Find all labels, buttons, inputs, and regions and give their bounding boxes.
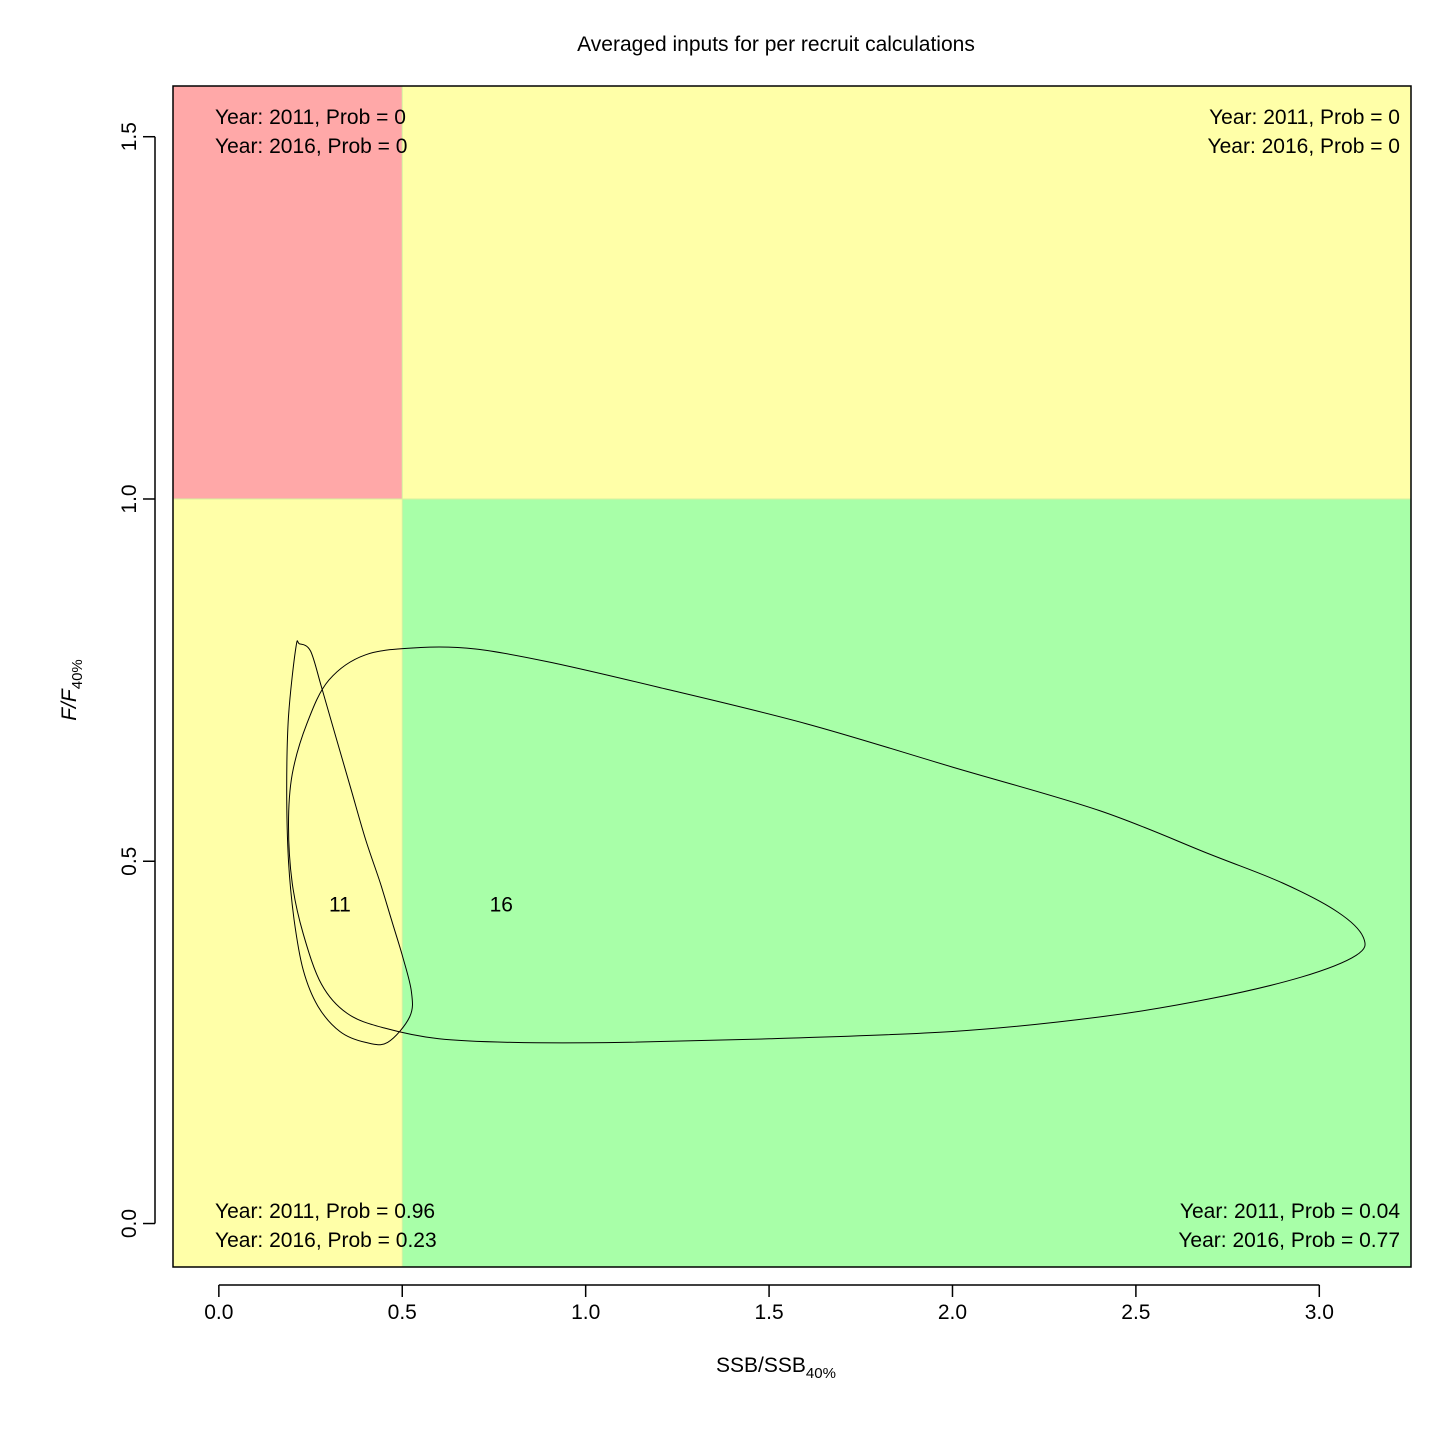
- quadrant-bottom-left-line-2: Year: 2016, Prob = 0.23: [215, 1229, 437, 1252]
- y-axis-label-main: F/F: [58, 688, 81, 721]
- quadrant-top-right: [402, 86, 1411, 499]
- contour-label-11: 11: [329, 894, 351, 917]
- x-tick-label-2.5: 2.5: [1121, 1301, 1150, 1324]
- y-tick-label-0.0: 0.0: [118, 1209, 141, 1238]
- quadrant-top-right-line-1: Year: 2011, Prob = 0: [1209, 106, 1400, 129]
- contour-16: [287, 646, 1366, 1044]
- y-tick-label-1.0: 1.0: [118, 484, 141, 513]
- quadrant-bottom-right: [402, 498, 1411, 1267]
- x-tick-label-2.0: 2.0: [938, 1301, 967, 1324]
- x-tick-label-1.0: 1.0: [571, 1301, 600, 1324]
- y-axis: 0.0 0.5 1.0 1.5: [118, 122, 156, 1238]
- quadrant-bottom-left: [173, 498, 403, 1267]
- quadrant-backgrounds: [173, 86, 1411, 1267]
- contour-labels: 11 16: [329, 894, 513, 917]
- contour-series: [286, 640, 1366, 1046]
- reference-lines: [173, 86, 1411, 1267]
- y-tick-label-1.5: 1.5: [118, 122, 141, 151]
- y-axis-label: F/F40%: [58, 659, 86, 721]
- chart-title: Averaged inputs for per recruit calculat…: [577, 33, 975, 56]
- quadrant-top-left-line-1: Year: 2011, Prob = 0: [215, 106, 406, 129]
- quadrant-top-left: [173, 86, 403, 499]
- y-tick-label-0.5: 0.5: [118, 847, 141, 876]
- x-tick-label-0.5: 0.5: [388, 1301, 417, 1324]
- contour-label-16: 16: [490, 894, 513, 917]
- quadrant-top-left-line-2: Year: 2016, Prob = 0: [215, 135, 407, 158]
- x-axis-label-subscript: 40%: [806, 1365, 836, 1382]
- quadrant-top-right-line-2: Year: 2016, Prob = 0: [1208, 135, 1400, 158]
- y-axis-label-subscript: 40%: [69, 659, 86, 689]
- x-axis-label: SSB/SSB40%: [716, 1354, 836, 1382]
- x-tick-label-3.0: 3.0: [1305, 1301, 1334, 1324]
- x-axis: 0.0 0.5 1.0 1.5 2.0 2.5 3.0: [204, 1284, 1334, 1324]
- quadrant-probability-texts: Year: 2011, Prob = 0 Year: 2016, Prob = 0…: [215, 106, 1400, 1252]
- x-tick-label-1.5: 1.5: [754, 1301, 783, 1324]
- contour-11: [286, 640, 413, 1046]
- plot-frame: [172, 85, 1412, 1268]
- quadrant-bottom-left-line-1: Year: 2011, Prob = 0.96: [215, 1200, 435, 1223]
- x-tick-label-0.0: 0.0: [204, 1301, 233, 1324]
- quadrant-bottom-right-line-1: Year: 2011, Prob = 0.04: [1180, 1200, 1400, 1223]
- x-axis-label-main: SSB/SSB: [716, 1354, 806, 1377]
- quadrant-bottom-right-line-2: Year: 2016, Prob = 0.77: [1178, 1229, 1400, 1252]
